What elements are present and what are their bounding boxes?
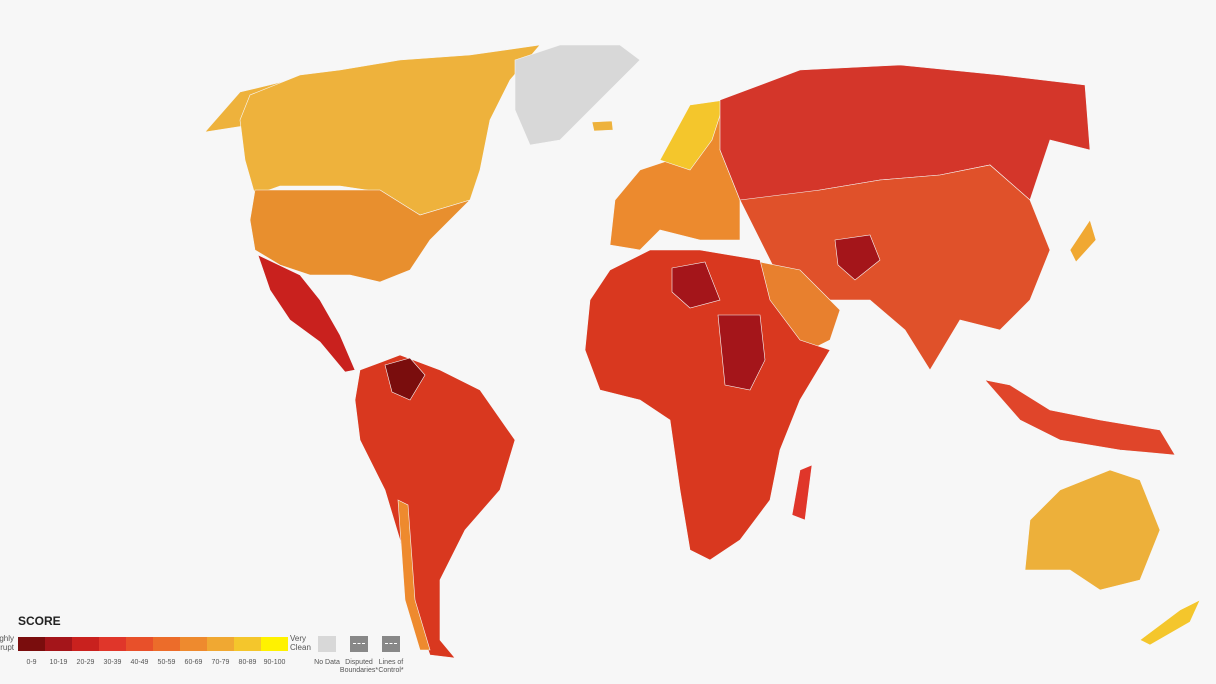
legend-title: SCORE (18, 614, 61, 628)
lines-of-control-swatch (382, 636, 400, 652)
legend-scale-label: 90-100 (263, 659, 286, 666)
libya (671, 261, 721, 309)
legend-swatch (234, 637, 261, 651)
legend-swatch (99, 637, 126, 651)
chile (397, 499, 431, 651)
no-data-swatch (318, 636, 336, 652)
greenland (514, 44, 641, 146)
legend-scale-label: 0-9 (26, 659, 37, 666)
iceland (591, 120, 614, 132)
legend-swatch (207, 637, 234, 651)
legend-scale-label: 10-19 (49, 659, 68, 666)
usa (249, 189, 471, 283)
lines-of-control-label: Lines of Control* (378, 659, 404, 674)
legend-scale-label: 80-89 (238, 659, 257, 666)
canada (239, 44, 541, 216)
legend-swatch (45, 637, 72, 651)
legend-swatch (180, 637, 207, 651)
legend-swatch (126, 637, 153, 651)
legend-scale-label: 40-49 (130, 659, 149, 666)
no-data-label: No Data (314, 659, 340, 666)
disputed-label: Disputed Boundaries* (339, 659, 379, 674)
japan (1069, 219, 1097, 263)
afghanistan (834, 234, 881, 281)
sudan (717, 314, 766, 391)
legend-swatch (153, 637, 180, 651)
scandinavia (659, 99, 726, 171)
legend-scale-label: 20-29 (76, 659, 95, 666)
new-zealand (1139, 599, 1201, 646)
legend-scale-label: 60-69 (184, 659, 203, 666)
legend-swatch (18, 637, 45, 651)
southeast-asia (984, 379, 1176, 456)
legend-low-label: Highly Corrupt (0, 634, 14, 652)
legend-bar (18, 637, 288, 651)
legend-scale-label: 30-39 (103, 659, 122, 666)
south-america (354, 354, 516, 659)
legend-swatch (261, 637, 288, 651)
venezuela (384, 357, 426, 401)
legend-swatch (72, 637, 99, 651)
legend-scale-label: 70-79 (211, 659, 230, 666)
mexico-central-america (257, 254, 356, 373)
legend-scale-label: 50-59 (157, 659, 176, 666)
legend-high-label: Very Clean (290, 634, 311, 652)
africa (584, 249, 831, 561)
australia (1024, 469, 1161, 591)
disputed-swatch (350, 636, 368, 652)
madagascar (791, 464, 813, 521)
